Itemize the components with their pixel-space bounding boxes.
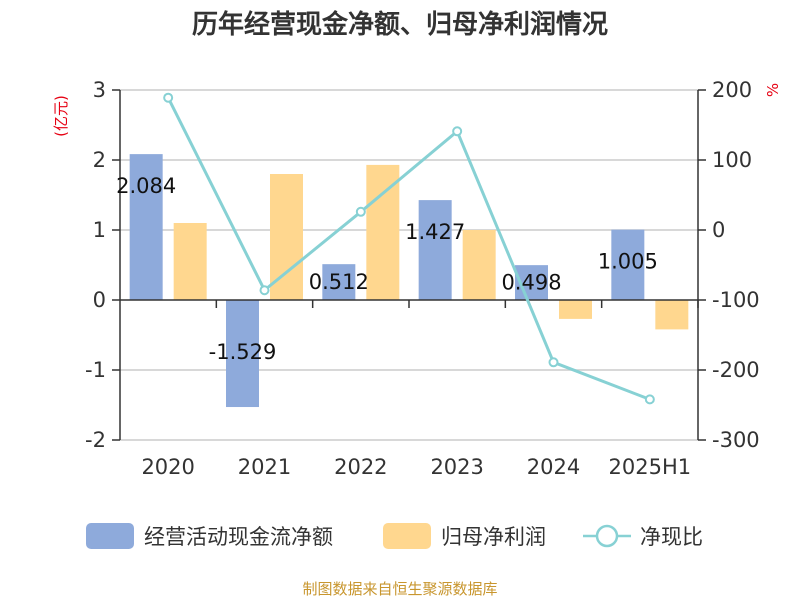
bar-net-profit	[270, 174, 303, 300]
right-tick-label: -300	[712, 428, 760, 452]
ratio-line-layer	[163, 92, 655, 405]
data-label: 0.498	[501, 271, 561, 295]
bar-net-profit	[462, 230, 496, 300]
legend-label-net-profit: 归母净利润	[441, 525, 546, 549]
left-tick-label: 2	[93, 148, 106, 172]
legend-label-ratio: 净现比	[640, 525, 703, 549]
right-tick-label: 100	[712, 148, 752, 172]
ratio-point	[548, 357, 559, 368]
bar-net-profit	[173, 223, 207, 300]
x-tick-label: 2024	[527, 455, 580, 479]
data-label: 1.427	[405, 220, 465, 244]
bar-layer	[129, 154, 689, 408]
x-tick-label: 2022	[334, 455, 387, 479]
left-tick-label: -1	[85, 358, 106, 382]
right-tick-label: 0	[712, 218, 725, 242]
data-label: -1.529	[209, 340, 277, 364]
left-tick-label: -2	[85, 428, 106, 452]
x-tick-label: 2021	[238, 455, 291, 479]
x-tick-label: 2025H1	[609, 455, 692, 479]
source-note: 制图数据来自恒生聚源数据库	[302, 580, 497, 598]
x-tick-label: 2020	[141, 455, 194, 479]
bar-cashflow	[226, 300, 259, 408]
bar-net-profit	[366, 164, 400, 300]
data-label: 2.084	[116, 174, 176, 198]
legend-swatch-cashflow	[86, 523, 134, 549]
ratio-point	[452, 126, 463, 137]
left-axis-unit: (亿元)	[52, 95, 70, 137]
legend-label-cashflow: 经营活动现金流净额	[144, 525, 333, 549]
ratio-point	[355, 206, 366, 217]
left-tick-label: 3	[93, 78, 106, 102]
x-tick-label: 2023	[430, 455, 483, 479]
bar-cashflow	[418, 200, 452, 300]
axes	[112, 89, 706, 441]
tick-label-layer: 3 2 1 0 -1 -2 200 100 0 -100 -200 -300 2020 2021 2022 2…	[85, 78, 760, 479]
right-tick-label: 200	[712, 78, 752, 102]
data-label: 0.512	[309, 270, 369, 294]
bar-cashflow	[129, 154, 163, 300]
left-tick-label: 1	[93, 218, 106, 242]
right-tick-label: -100	[712, 288, 760, 312]
ratio-point	[163, 92, 174, 103]
legend-swatch-net-profit	[383, 523, 431, 549]
legend: 经营活动现金流净额 归母净利润 净现比	[86, 523, 703, 549]
data-label-layer: 2.084 -1.529 0.512 1.427 0.498 1.005	[116, 174, 658, 364]
chart-title: 历年经营现金净额、归母净利润情况	[192, 9, 608, 40]
ratio-line	[166, 97, 651, 401]
bar-cashflow	[611, 229, 645, 300]
right-tick-label: -200	[712, 358, 760, 382]
ratio-point	[644, 394, 655, 405]
legend-swatch-ratio-marker	[595, 524, 619, 548]
bar-net-profit	[559, 300, 592, 319]
left-tick-label: 0	[93, 288, 106, 312]
data-label: 1.005	[598, 250, 658, 274]
bar-cashflow	[322, 264, 356, 300]
grid-lines	[120, 89, 698, 441]
bar-net-profit	[655, 300, 689, 330]
right-axis-unit: %	[764, 83, 782, 97]
ratio-point	[259, 285, 270, 296]
